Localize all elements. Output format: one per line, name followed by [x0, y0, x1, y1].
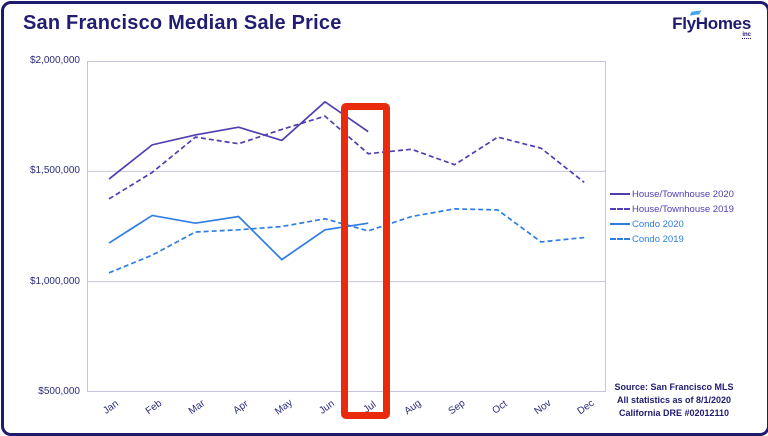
x-tick-label-may: May [272, 397, 295, 418]
legend-item-condo-2019: Condo 2019 [610, 234, 734, 249]
legend-swatch [610, 208, 630, 211]
x-tick-label-sep: Sep [446, 397, 468, 418]
logo-text: FlyHomes [672, 14, 751, 33]
y-tick-label: $1,500,000 [29, 165, 80, 177]
x-tick-label-feb: Feb [143, 397, 165, 418]
legend-item-house-townhouse-2019: House/Townhouse 2019 [610, 204, 734, 219]
series-line-condo-2020 [108, 214, 369, 261]
logo-suffix: inc [742, 32, 751, 39]
legend-swatch [610, 193, 630, 196]
y-tick-label: $2,000,000 [29, 55, 80, 66]
x-tick-label-oct: Oct [490, 398, 510, 417]
x-tick-label-jan: Jan [101, 398, 121, 417]
source-line: California DRE #02012110 [618, 408, 730, 418]
legend-swatch [610, 223, 630, 226]
x-tick-label-mar: Mar [187, 397, 208, 418]
legend-label: House/Townhouse 2019 [632, 204, 734, 215]
source-line: All statistics as of 8/1/2020 [616, 395, 732, 405]
x-tick-label-apr: Apr [231, 398, 251, 417]
series-line-house-townhouse-2020 [108, 100, 369, 180]
series-line-house-townhouse-2019 [108, 115, 585, 200]
legend-swatch [610, 238, 630, 241]
legend-label: Condo 2019 [632, 234, 684, 245]
x-tick-label-nov: Nov [532, 397, 554, 418]
x-tick-label-aug: Aug [402, 397, 424, 418]
legend-label: House/Townhouse 2020 [632, 189, 734, 200]
legend-item-condo-2020: Condo 2020 [610, 219, 734, 234]
y-tick-label: $1,000,000 [29, 275, 80, 287]
source-line: Source: San Francisco MLS [614, 382, 734, 392]
page-title: San Francisco Median Sale Price [23, 12, 342, 34]
legend-item-house-townhouse-2020: House/Townhouse 2020 [610, 189, 734, 204]
source-note: Source: San Francisco MLS All statistics… [589, 381, 759, 420]
flyhomes-logo: FlyHomes inc [672, 10, 751, 39]
july-highlight-box [341, 103, 391, 419]
y-tick-label: $500,000 [38, 386, 80, 397]
legend-label: Condo 2020 [632, 219, 684, 230]
chart-legend: House/Townhouse 2020 House/Townhouse 2019… [610, 189, 734, 249]
